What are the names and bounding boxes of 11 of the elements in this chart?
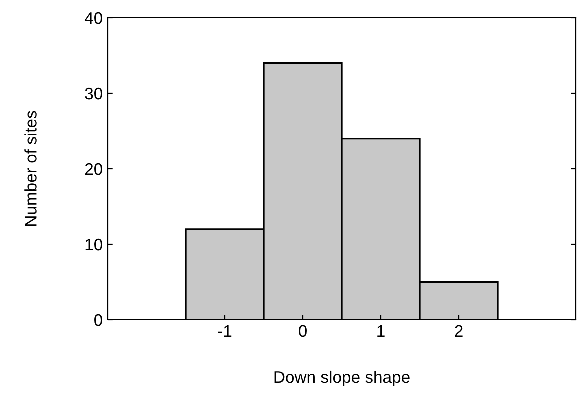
x-tick-label: 2 [455, 325, 463, 337]
y-tick-label: 40 [84, 12, 102, 24]
x-tick-label: 0 [299, 325, 307, 338]
y-tick-label: 0 [94, 314, 102, 326]
y-axis-title: Number of sites [24, 111, 37, 226]
x-axis-title: Down slope shape [274, 370, 410, 386]
y-tick-label: 20 [85, 163, 102, 176]
y-tick-label: 30 [85, 88, 102, 100]
y-tick-label: 10 [86, 238, 102, 251]
x-tick-label: 1 [378, 325, 385, 337]
x-tick-label: -1 [218, 325, 232, 337]
